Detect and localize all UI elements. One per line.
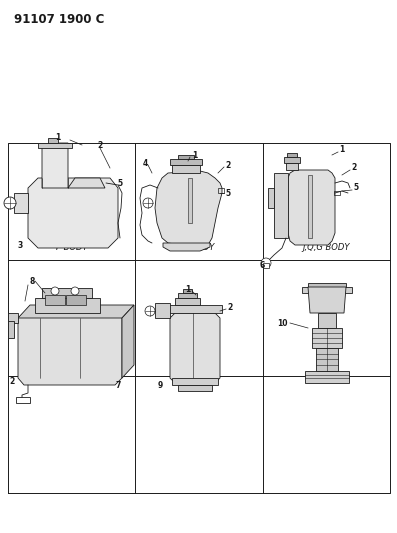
Polygon shape (170, 159, 202, 165)
Polygon shape (268, 188, 274, 208)
Text: 4: 4 (143, 158, 148, 167)
Text: 2: 2 (97, 141, 103, 150)
Text: S BODY: S BODY (183, 359, 215, 368)
Polygon shape (18, 313, 122, 385)
Text: 2: 2 (225, 160, 231, 169)
Polygon shape (178, 155, 194, 159)
Text: 5: 5 (225, 189, 231, 198)
Polygon shape (286, 163, 298, 170)
Polygon shape (172, 378, 218, 385)
Text: 3: 3 (17, 240, 23, 249)
Polygon shape (66, 295, 86, 305)
Polygon shape (284, 157, 300, 163)
Polygon shape (172, 165, 200, 173)
Polygon shape (48, 138, 58, 143)
Polygon shape (318, 313, 336, 328)
Text: 1: 1 (193, 150, 198, 159)
Text: 6: 6 (259, 262, 265, 271)
Text: 5: 5 (118, 179, 123, 188)
Polygon shape (38, 143, 72, 148)
Ellipse shape (51, 287, 59, 295)
Ellipse shape (143, 198, 153, 208)
Text: 2: 2 (10, 376, 15, 385)
Polygon shape (8, 313, 18, 323)
Text: C,Y BODY: C,Y BODY (52, 359, 92, 368)
Polygon shape (168, 305, 222, 313)
Ellipse shape (261, 258, 271, 268)
Text: 9: 9 (157, 381, 163, 390)
Polygon shape (188, 178, 192, 223)
Text: 91107 1900 C: 91107 1900 C (14, 13, 104, 26)
Text: P BODY: P BODY (56, 243, 87, 252)
Text: 2: 2 (351, 164, 357, 173)
Polygon shape (122, 305, 134, 378)
Polygon shape (28, 178, 118, 248)
Polygon shape (308, 287, 346, 313)
Polygon shape (18, 305, 134, 318)
Polygon shape (305, 371, 349, 383)
Polygon shape (35, 298, 100, 313)
Text: A BODY: A BODY (183, 243, 215, 252)
Bar (263, 263, 269, 268)
Polygon shape (178, 293, 197, 298)
Polygon shape (302, 287, 352, 293)
Polygon shape (312, 328, 342, 348)
Polygon shape (308, 283, 346, 287)
Ellipse shape (4, 197, 16, 209)
Polygon shape (175, 298, 200, 305)
Ellipse shape (145, 306, 155, 316)
Polygon shape (170, 313, 220, 383)
Text: 2: 2 (227, 303, 233, 312)
Polygon shape (155, 303, 170, 318)
Polygon shape (8, 321, 14, 338)
Text: J,Q,G BODY: J,Q,G BODY (303, 243, 350, 252)
Text: 7: 7 (115, 381, 121, 390)
Polygon shape (316, 348, 338, 371)
Polygon shape (274, 173, 288, 238)
Polygon shape (42, 143, 68, 188)
Polygon shape (178, 385, 212, 391)
Text: 1: 1 (185, 285, 191, 294)
Polygon shape (42, 288, 92, 298)
Text: 1: 1 (55, 133, 61, 142)
Polygon shape (163, 243, 210, 251)
Polygon shape (16, 397, 30, 403)
Polygon shape (45, 295, 65, 305)
Text: 10: 10 (277, 319, 287, 327)
Polygon shape (308, 175, 312, 238)
Polygon shape (288, 170, 335, 245)
Text: 8: 8 (29, 277, 35, 286)
Text: 1: 1 (339, 146, 345, 155)
Polygon shape (155, 171, 222, 247)
Text: 5: 5 (353, 183, 358, 192)
Ellipse shape (71, 287, 79, 295)
Polygon shape (14, 193, 28, 213)
Polygon shape (68, 178, 105, 188)
Polygon shape (287, 153, 297, 157)
Polygon shape (183, 289, 192, 293)
